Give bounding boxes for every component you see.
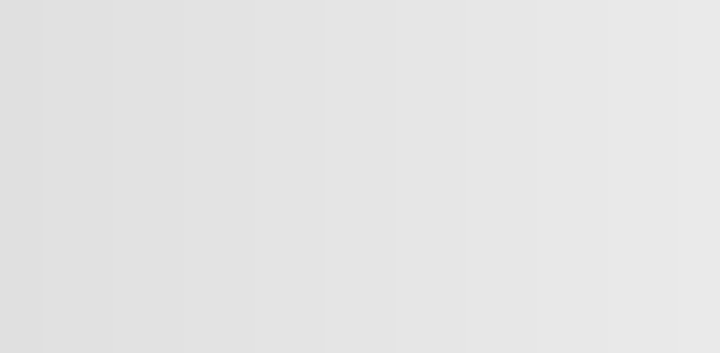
Bar: [236, 257, 264, 259]
Text: 2. Determine the average normal stress in each bar if the diameter of each bar i: 2. Determine the average normal stress i…: [112, 8, 720, 23]
Text: A: A: [260, 251, 271, 266]
Circle shape: [439, 246, 443, 250]
Text: 2 m: 2 m: [333, 322, 359, 335]
Circle shape: [248, 102, 251, 105]
Polygon shape: [247, 106, 440, 252]
Circle shape: [440, 247, 441, 248]
Polygon shape: [245, 105, 248, 248]
Polygon shape: [251, 101, 444, 247]
Polygon shape: [251, 249, 441, 252]
Circle shape: [191, 245, 194, 248]
Bar: [190, 236, 192, 248]
Bar: [449, 257, 451, 259]
Circle shape: [248, 246, 252, 250]
Circle shape: [438, 245, 444, 251]
Polygon shape: [247, 101, 444, 252]
Circle shape: [435, 242, 447, 254]
Bar: [445, 257, 446, 259]
Circle shape: [188, 245, 192, 248]
Bar: [188, 241, 194, 249]
Ellipse shape: [428, 261, 454, 264]
Text: P: P: [307, 88, 318, 103]
Circle shape: [244, 242, 256, 254]
Bar: [432, 255, 450, 257]
Circle shape: [249, 247, 251, 248]
Bar: [242, 248, 258, 250]
Ellipse shape: [235, 259, 266, 263]
Bar: [429, 259, 454, 261]
Circle shape: [438, 245, 445, 252]
Circle shape: [247, 245, 254, 252]
Circle shape: [247, 245, 253, 251]
Bar: [431, 257, 433, 259]
Text: 1.5 m: 1.5 m: [181, 170, 219, 183]
Bar: [436, 257, 437, 259]
Bar: [181, 248, 201, 250]
Polygon shape: [252, 105, 256, 248]
Ellipse shape: [180, 249, 202, 252]
Polygon shape: [251, 244, 441, 252]
Bar: [438, 248, 444, 255]
Circle shape: [438, 246, 441, 248]
Text: C: C: [228, 78, 239, 94]
Bar: [441, 257, 442, 259]
Polygon shape: [245, 105, 256, 248]
Bar: [248, 248, 253, 256]
Text: B: B: [449, 226, 460, 240]
Polygon shape: [251, 244, 441, 247]
Circle shape: [247, 102, 253, 108]
Bar: [240, 255, 261, 257]
Circle shape: [248, 246, 251, 248]
Circle shape: [244, 99, 256, 111]
